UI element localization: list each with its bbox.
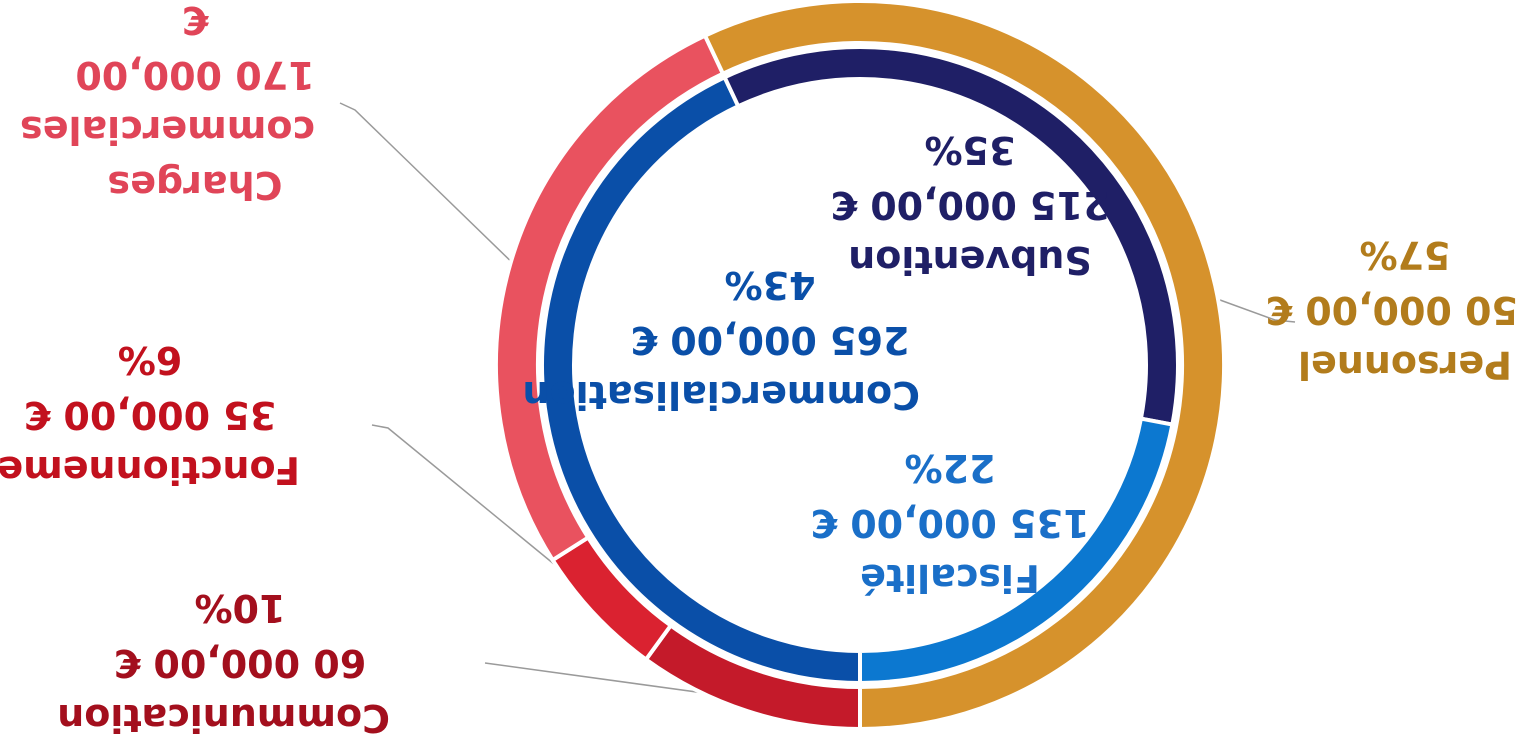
category: Fiscalité [860,556,1040,600]
amount-label: 265 000,00 € [630,318,910,362]
leader-line [339,102,526,276]
amount-label: 60 000,00 € [113,641,367,685]
percent-label: 6% [117,338,183,382]
amount-label: 170 000,00 € [75,0,315,97]
segment-label: Fiscalité 135 000,00 € 22% [800,440,1100,605]
percent-label: 57% [1359,233,1451,277]
percent-label: 10% [194,586,286,630]
segment-label: Subvention 215 000,00 € 35% [820,122,1120,287]
donut-segment [858,416,1175,686]
segment-label: Personnel 350 000,00 € 57% [1255,227,1518,392]
leader-line [371,424,611,611]
category: Communication [57,696,390,740]
category: Personnel [1298,343,1512,387]
category: Fonctionnement [0,448,300,492]
amount-label: 215 000,00 € [830,183,1110,227]
amount-label: 350 000,00 € [1265,288,1518,332]
category: Charges commerciales [20,108,315,207]
category: Commercialisation [522,373,920,417]
donut-segment [702,0,1226,732]
percent-label: 35% [924,128,1016,172]
segment-label: Fonctionnement 35 000,00 € 6% [0,332,300,497]
leader-line [1219,299,1296,323]
segment-label: Communication 60 000,00 € 10% [57,580,390,745]
amount-label: 35 000,00 € [23,393,277,437]
percent-label: 22% [904,446,996,490]
amount-label: 135 000,00 € [810,501,1090,545]
category: Subvention [848,238,1092,282]
